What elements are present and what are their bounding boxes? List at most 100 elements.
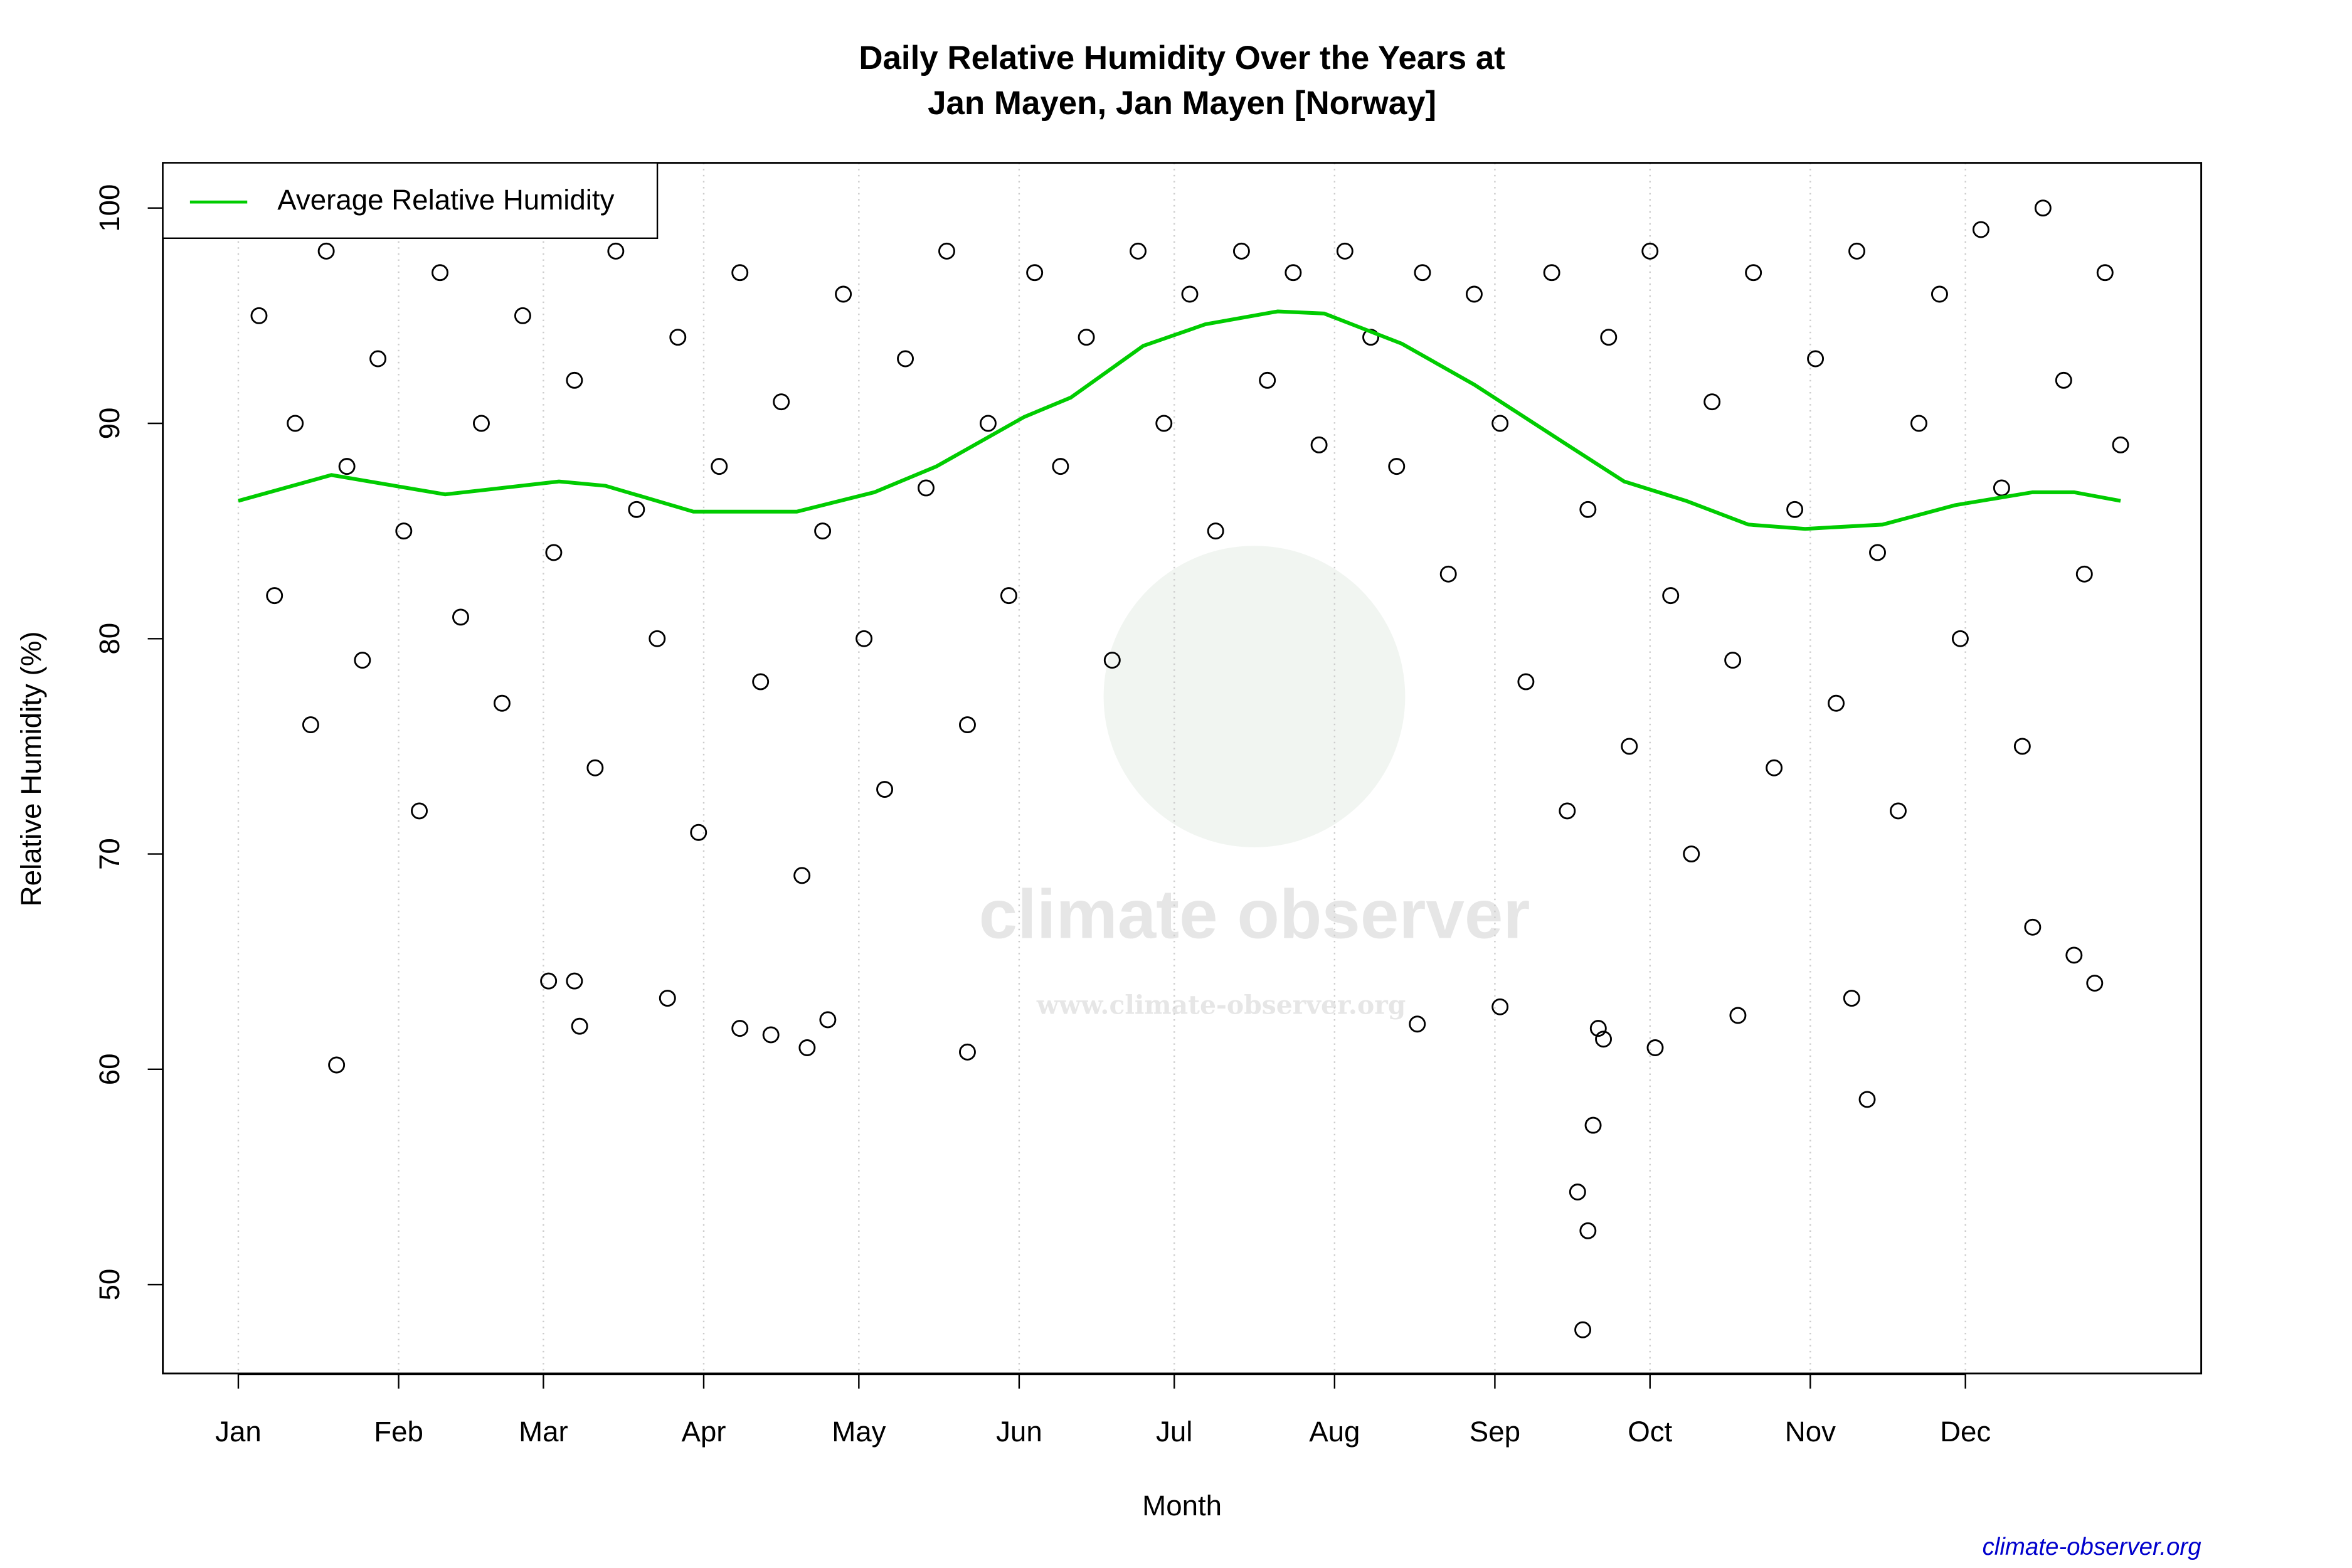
data-point (835, 285, 852, 303)
data-point (1000, 587, 1017, 605)
data-point (1579, 501, 1597, 518)
data-point (1931, 285, 1948, 303)
data-point (338, 458, 356, 475)
data-point (649, 630, 666, 647)
data-point (938, 242, 955, 260)
data-point (979, 415, 997, 432)
data-point (2034, 199, 2052, 217)
data-point (711, 458, 728, 475)
data-point (897, 350, 914, 368)
x-tick-label: Jun (996, 1416, 1042, 1448)
data-point (1745, 264, 1762, 282)
data-point (395, 522, 413, 540)
data-point (1181, 285, 1199, 303)
x-axis-label: Month (1142, 1490, 1222, 1522)
x-tick-label: Nov (1785, 1416, 1836, 1448)
data-point (1517, 673, 1535, 691)
y-tick-label: 50 (93, 1269, 125, 1301)
data-point (731, 264, 749, 282)
x-tick-label: Apr (681, 1416, 726, 1448)
data-point (798, 1039, 816, 1056)
data-point (493, 694, 511, 712)
data-point (1869, 544, 1886, 561)
data-point (659, 990, 676, 1007)
x-tick-label: Oct (1628, 1416, 1672, 1448)
data-point (1910, 415, 1927, 432)
data-point (1584, 1116, 1602, 1134)
data-point (1388, 458, 1406, 475)
data-point (566, 371, 583, 389)
data-point (1993, 479, 2010, 497)
x-tick-label: Jan (215, 1416, 262, 1448)
data-point (1951, 630, 1969, 647)
chart-title: Jan Mayen, Jan Mayen [Norway] (928, 85, 1436, 122)
data-point (2086, 975, 2104, 992)
data-point (1786, 501, 1804, 518)
data-point (287, 415, 304, 432)
x-tick-label: Sep (1470, 1416, 1520, 1448)
y-tick-label: 80 (93, 623, 125, 655)
data-point (1766, 759, 1783, 776)
legend-label: Average Relative Humidity (277, 184, 614, 216)
data-point (1858, 1091, 1876, 1108)
data-point (514, 307, 531, 324)
data-point (1207, 522, 1224, 540)
data-point (752, 673, 770, 691)
data-point (1843, 990, 1860, 1007)
data-point (2024, 918, 2042, 936)
data-point (2055, 371, 2072, 389)
data-point (1491, 998, 1509, 1015)
data-point (1683, 845, 1700, 863)
data-point (1103, 652, 1121, 669)
source-link[interactable]: climate-observer.org (1983, 1534, 2202, 1560)
data-point (328, 1056, 346, 1074)
data-point (814, 522, 832, 540)
data-point (1600, 329, 1618, 346)
data-point (1574, 1321, 1592, 1338)
data-point (762, 1026, 780, 1044)
data-point (545, 544, 563, 561)
x-tick-label: Aug (1309, 1416, 1360, 1448)
y-tick-label: 100 (93, 184, 125, 232)
data-point (586, 759, 604, 776)
data-point (1465, 285, 1483, 303)
data-point (607, 242, 625, 260)
average-line (238, 309, 2121, 531)
data-point (1646, 1039, 1664, 1056)
data-point (354, 652, 371, 669)
data-point (1232, 242, 1250, 260)
data-point (1155, 415, 1173, 432)
data-point (1130, 242, 1147, 260)
data-point (1807, 350, 1825, 368)
data-point (1569, 1184, 1586, 1200)
data-point (1439, 565, 1457, 583)
y-axis-label: Relative Humidity (%) (15, 632, 47, 907)
data-point (2013, 738, 2031, 755)
data-point (1972, 221, 1989, 238)
data-point (452, 608, 469, 626)
data-point (317, 242, 335, 260)
data-point (571, 1017, 588, 1035)
data-point (1828, 694, 1845, 712)
watermark-logo (1103, 546, 1406, 847)
data-point (1414, 264, 1431, 282)
data-point (2112, 436, 2129, 453)
x-tick-label: Feb (374, 1416, 423, 1448)
data-point (1409, 1015, 1426, 1033)
x-tick-label: May (832, 1416, 886, 1448)
watermark-url: www.climate-observer.org (1036, 990, 1406, 1020)
data-point (856, 630, 873, 647)
data-point (302, 716, 319, 734)
data-point (819, 1011, 837, 1029)
x-tick-label: Dec (1940, 1416, 1991, 1448)
data-point (2065, 946, 2083, 964)
data-point (959, 716, 976, 734)
data-point (1662, 587, 1680, 605)
data-point (473, 415, 490, 432)
data-point (1848, 242, 1865, 260)
data-point (1579, 1222, 1597, 1239)
y-tick-label: 90 (93, 408, 125, 440)
data-point (250, 307, 268, 324)
data-point (1259, 371, 1276, 389)
